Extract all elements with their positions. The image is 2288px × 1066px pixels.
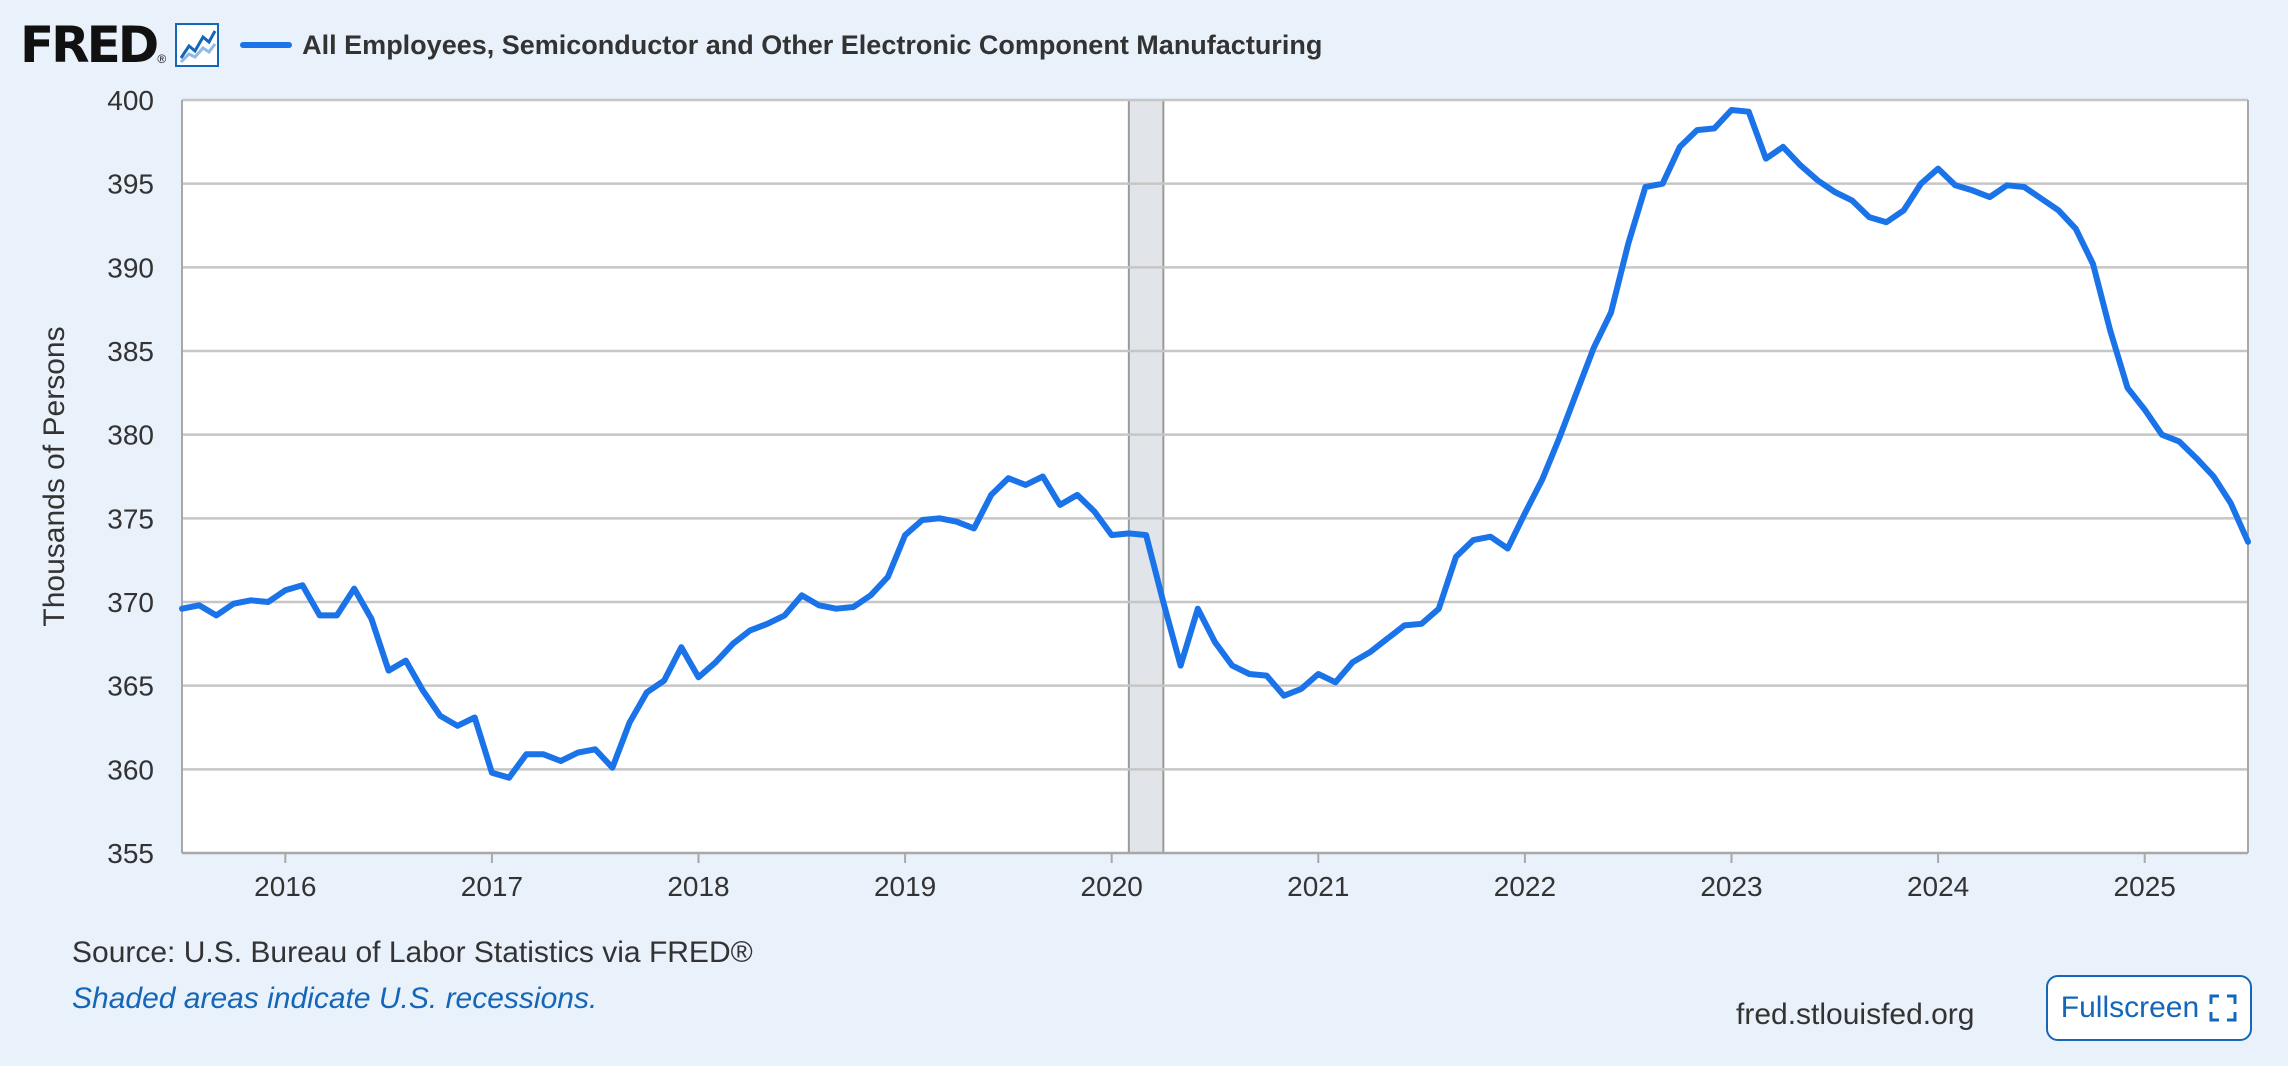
y-tick-label: 390 [107, 252, 154, 283]
y-tick-label: 375 [107, 503, 154, 534]
x-tick-label: 2025 [2114, 871, 2176, 902]
y-tick-label: 355 [107, 838, 154, 869]
recession-note: Shaded areas indicate U.S. recessions. [72, 982, 598, 1015]
y-tick-label: 385 [107, 336, 154, 367]
x-tick-label: 2020 [1081, 871, 1143, 902]
y-tick-label: 360 [107, 754, 154, 785]
y-tick-label: 395 [107, 169, 154, 200]
y-axis-title: Thousands of Persons [38, 326, 71, 626]
fullscreen-button[interactable]: Fullscreen [2046, 975, 2252, 1041]
x-tick-label: 2019 [874, 871, 936, 902]
legend-swatch [240, 42, 293, 48]
x-tick-label: 2023 [1700, 871, 1762, 902]
y-tick-label: 370 [107, 587, 154, 618]
chart-header: FRED ® All Employees, Semiconductor and … [20, 14, 1322, 76]
site-link[interactable]: fred.stlouisfed.org [1736, 998, 1975, 1031]
line-chart-icon [175, 23, 220, 67]
expand-icon [2209, 994, 2237, 1022]
line-chart: 355 360 365 370 375 380 385 390 395 400 2016 2017 20… [38, 85, 2251, 902]
y-tick-label: 400 [107, 85, 154, 116]
x-tick-label: 2022 [1494, 871, 1556, 902]
y-tick-label: 365 [107, 671, 154, 702]
fred-logo[interactable]: FRED [20, 16, 159, 74]
y-tick-label: 380 [107, 420, 154, 451]
x-tick-label: 2021 [1287, 871, 1349, 902]
x-tick-label: 2017 [461, 871, 523, 902]
recession-band [1127, 99, 1165, 854]
x-tick-label: 2024 [1907, 871, 1969, 902]
series-title: All Employees, Semiconductor and Other E… [302, 29, 1323, 60]
source-text: Source: U.S. Bureau of Labor Statistics … [72, 936, 753, 969]
fullscreen-label: Fullscreen [2060, 991, 2200, 1024]
registered-mark: ® [157, 52, 167, 66]
plot-area [182, 100, 2248, 853]
x-tick-label: 2018 [667, 871, 729, 902]
x-tick-label: 2016 [254, 871, 316, 902]
series-line [179, 107, 2251, 781]
